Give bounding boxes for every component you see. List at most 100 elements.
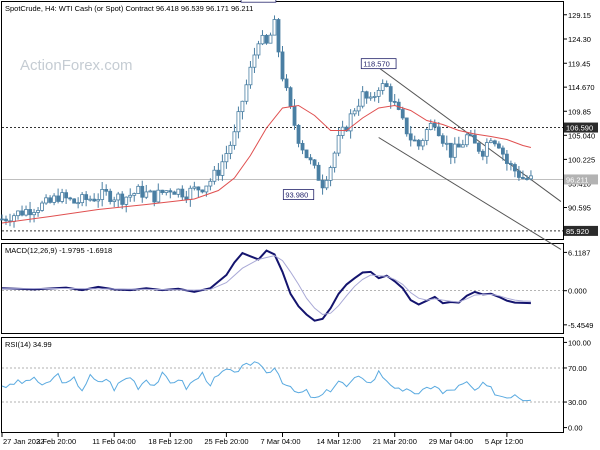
candle-body	[44, 197, 48, 204]
candle-body	[480, 150, 485, 157]
macd-y-tick-label: 0.000	[568, 287, 587, 296]
candle-body	[148, 190, 153, 193]
candle-body	[264, 34, 269, 44]
candle-body	[92, 198, 97, 202]
candle-body	[120, 193, 125, 205]
main-price-label: 85.920	[566, 227, 589, 236]
candle-body	[136, 185, 141, 194]
main-y-tick-label: 100.225	[568, 155, 595, 164]
candle-body	[192, 186, 197, 189]
candle-body	[312, 159, 317, 166]
candle-body	[460, 144, 465, 148]
candle-body	[180, 188, 185, 198]
candle-body	[452, 143, 457, 158]
candle-body	[360, 91, 365, 107]
candle-body	[60, 192, 65, 202]
main-price-label-box	[564, 174, 598, 185]
candle-body	[464, 134, 469, 146]
candle-body	[529, 175, 533, 180]
main-y-tick-label: 124.30	[568, 35, 591, 44]
candle-body	[208, 180, 213, 187]
candle-body	[276, 19, 281, 53]
candle-body	[316, 164, 321, 181]
candle-body	[509, 163, 513, 165]
candle-body	[4, 218, 8, 222]
candle-body	[284, 78, 289, 89]
candle-body	[368, 96, 373, 99]
candle-body	[448, 142, 453, 158]
channel-line	[378, 137, 562, 250]
candle-body	[372, 95, 377, 98]
candle-body	[328, 167, 333, 181]
candle-body	[220, 161, 225, 176]
candle-body	[500, 147, 505, 155]
price-annotation: 118.570	[363, 60, 390, 69]
candle-body	[352, 110, 357, 115]
rsi-y-tick-label: 0.00	[568, 424, 583, 433]
candle-body	[64, 192, 69, 199]
candle-body	[504, 153, 509, 164]
candle-body	[324, 179, 329, 189]
candle-body	[468, 134, 473, 137]
candle-body	[304, 149, 309, 159]
main-price-label: 106.590	[566, 124, 593, 133]
candle-body	[104, 189, 109, 192]
candle-body	[388, 86, 393, 102]
main-price-label-box	[564, 122, 598, 133]
candle-body	[20, 210, 24, 216]
candle-body	[212, 169, 217, 182]
candle-body	[416, 139, 421, 147]
main-y-tick-label: 109.85	[568, 107, 591, 116]
candle-body	[100, 189, 105, 200]
candle-body	[88, 198, 93, 201]
x-tick-label: 7 Mar 04:00	[261, 437, 301, 446]
candle-body	[228, 144, 233, 154]
rsi-line	[1, 361, 531, 402]
candle-body	[356, 105, 361, 112]
rsi-y-tick-label: 100.00	[568, 338, 591, 347]
macd-y-tick-label: 6.1187	[568, 248, 590, 257]
candle-body	[244, 84, 249, 102]
candle-body	[112, 199, 117, 202]
candle-body	[296, 124, 301, 144]
candle-body	[160, 189, 165, 193]
candle-body	[28, 209, 32, 216]
main-y-tick-label: 119.45	[568, 59, 590, 68]
candle-body	[12, 215, 16, 222]
x-tick-label: 3 Feb 20:00	[36, 437, 76, 446]
candle-body	[196, 186, 201, 191]
candle-body	[184, 196, 189, 200]
candle-body	[492, 140, 497, 145]
candle-body	[224, 153, 229, 163]
candle-body	[440, 135, 445, 144]
candle-body	[108, 190, 113, 202]
candle-body	[432, 123, 437, 128]
candle-body	[200, 189, 205, 193]
candle-body	[476, 142, 481, 152]
x-tick-label: 27 Jan 2022	[3, 437, 44, 446]
candle-body	[96, 199, 101, 202]
candle-body	[176, 188, 181, 195]
candle-body	[76, 202, 81, 205]
candle-body	[0, 218, 4, 221]
candle-body	[156, 189, 161, 203]
candle-body	[496, 143, 501, 149]
candle-body	[288, 87, 293, 107]
candle-body	[272, 19, 277, 36]
candle-body	[172, 191, 177, 195]
candle-body	[68, 197, 73, 200]
candle-body	[521, 177, 525, 179]
candle-body	[256, 43, 261, 56]
macd-signal-line	[1, 255, 531, 316]
main-y-tick-label: 90.595	[568, 204, 591, 213]
candle-body	[52, 195, 56, 203]
candle-body	[260, 34, 265, 45]
candle-body	[408, 133, 413, 141]
candle-body	[376, 89, 381, 97]
candle-body	[36, 210, 40, 213]
moving-average-line	[1, 104, 532, 224]
rsi-y-tick-label: 70.00	[568, 364, 587, 373]
candle-body	[268, 34, 273, 44]
candle-body	[424, 129, 429, 141]
candle-body	[456, 143, 461, 148]
